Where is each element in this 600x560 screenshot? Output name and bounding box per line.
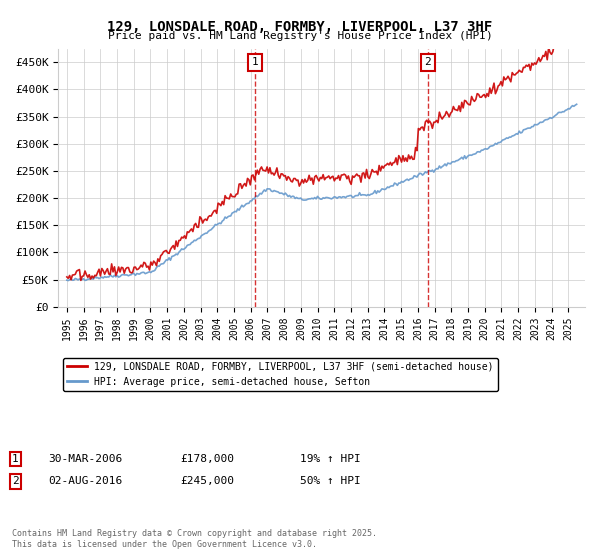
Text: 02-AUG-2016: 02-AUG-2016	[48, 477, 122, 487]
Text: 129, LONSDALE ROAD, FORMBY, LIVERPOOL, L37 3HF: 129, LONSDALE ROAD, FORMBY, LIVERPOOL, L…	[107, 20, 493, 34]
Text: 1: 1	[12, 454, 19, 464]
Text: £245,000: £245,000	[180, 477, 234, 487]
Text: Contains HM Land Registry data © Crown copyright and database right 2025.
This d: Contains HM Land Registry data © Crown c…	[12, 529, 377, 549]
Text: 19% ↑ HPI: 19% ↑ HPI	[300, 454, 361, 464]
Text: Price paid vs. HM Land Registry's House Price Index (HPI): Price paid vs. HM Land Registry's House …	[107, 31, 493, 41]
Text: 2: 2	[12, 477, 19, 487]
Text: 30-MAR-2006: 30-MAR-2006	[48, 454, 122, 464]
Legend: 129, LONSDALE ROAD, FORMBY, LIVERPOOL, L37 3HF (semi-detached house), HPI: Avera: 129, LONSDALE ROAD, FORMBY, LIVERPOOL, L…	[64, 358, 498, 391]
Text: £178,000: £178,000	[180, 454, 234, 464]
Text: 50% ↑ HPI: 50% ↑ HPI	[300, 477, 361, 487]
Text: 1: 1	[251, 57, 258, 67]
Text: 2: 2	[425, 57, 431, 67]
